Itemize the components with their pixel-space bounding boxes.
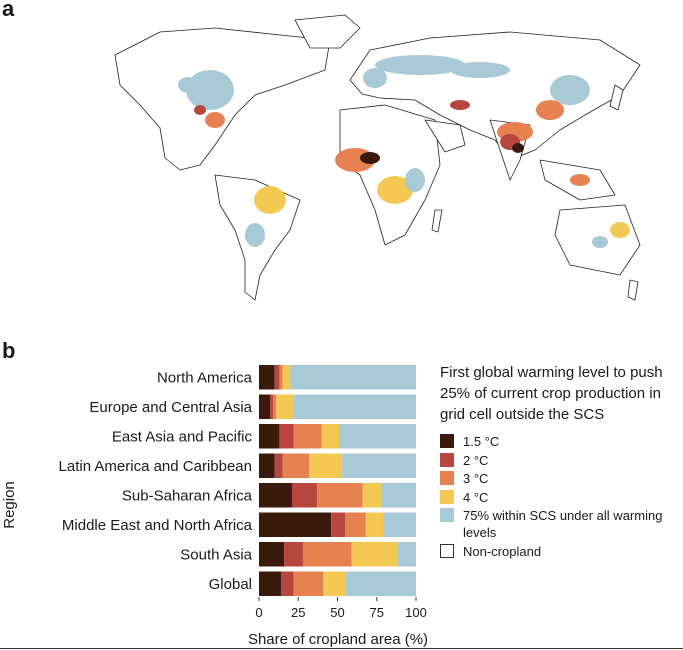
legend-label: 75% within SCS under all warming levels	[463, 508, 663, 540]
bar-segment-3-4	[342, 453, 416, 478]
legend-swatch	[440, 543, 454, 558]
bar-segment-4-1	[291, 483, 318, 508]
legend-item: 4 °C	[440, 489, 680, 506]
legend-swatch	[440, 434, 454, 448]
bar-segment-0-4	[290, 365, 416, 390]
x-tick-label: 75	[370, 605, 384, 620]
legend-items: 1.5 °C 2 °C 3 °C 4 °C 75% within SCS under a…	[440, 433, 680, 560]
cropland-patches	[178, 55, 630, 248]
bar-segment-2-1	[279, 424, 294, 449]
bar-segment-6-4	[397, 542, 416, 567]
bar-segment-1-3	[276, 394, 294, 419]
category-label: North America	[157, 369, 253, 386]
bar-segment-7-4	[345, 571, 416, 596]
world-cropland-map	[114, 14, 641, 301]
bar-segment-5-1	[331, 512, 346, 537]
bar-segment-4-3	[362, 483, 382, 508]
bar-segment-1-2	[273, 394, 277, 419]
bar-segment-6-1	[284, 542, 303, 567]
japan-outline	[609, 84, 624, 111]
category-label: Middle East and North Africa	[62, 517, 253, 534]
category-label: South Asia	[180, 546, 252, 563]
x-tick-label: 25	[291, 605, 305, 620]
madagascar-outline	[431, 209, 443, 233]
bar-segment-2-2	[293, 424, 322, 449]
bar-segment-5-0	[259, 512, 332, 537]
bar-segment-3-2	[282, 453, 310, 478]
bar-segment-5-3	[365, 512, 384, 537]
legend-label: 3 °C	[463, 471, 489, 486]
legend: First global warming level to push 25% o…	[440, 362, 680, 561]
bar-segment-0-3	[282, 365, 291, 390]
legend-item: 1.5 °C	[440, 433, 680, 450]
bar-segment-3-3	[309, 453, 343, 478]
category-label: Latin America and Caribbean	[59, 458, 252, 475]
legend-label: 2 °C	[463, 452, 489, 468]
bar-segment-7-0	[259, 571, 281, 596]
bar-segment-1-0	[259, 394, 270, 419]
category-label: Global	[209, 576, 252, 593]
bar-segment-6-2	[302, 542, 352, 567]
bar-segment-5-4	[383, 512, 416, 537]
panel-a-label: a	[2, 0, 15, 21]
category-label: Europe and Central Asia	[89, 399, 252, 416]
category-label: Sub-Saharan Africa	[122, 487, 253, 504]
legend-item: Non-cropland	[440, 543, 680, 560]
bar-segment-1-1	[269, 394, 274, 419]
greenland-outline	[294, 14, 361, 49]
stacked-bar-chart: North America Europe and Central Asia East…	[1, 365, 428, 648]
bar-segment-0-0	[259, 365, 275, 390]
bar-segment-4-2	[317, 483, 363, 508]
y-axis-label: Region	[1, 481, 18, 529]
bar-segment-3-0	[259, 453, 275, 478]
legend-swatch	[440, 471, 454, 485]
legend-title: First global warming level to push 25% o…	[440, 364, 663, 423]
bar-segment-2-4	[339, 424, 416, 449]
africa-outline	[339, 104, 441, 246]
bar-segment-3-1	[274, 453, 283, 478]
bar-segment-7-3	[323, 571, 346, 596]
legend-label: Non-cropland	[463, 543, 542, 559]
legend-swatch	[440, 489, 454, 504]
legend-swatch	[440, 452, 454, 467]
x-axis-label: Share of cropland area (%)	[248, 631, 428, 648]
arabia-outline	[424, 119, 466, 153]
bar-segment-7-1	[280, 571, 294, 596]
legend-item: 2 °C	[440, 452, 680, 469]
bar-segment-6-3	[351, 542, 398, 567]
bar-segment-2-0	[259, 424, 280, 449]
new-zealand-outline	[627, 279, 639, 301]
bar-segment-0-1	[274, 365, 280, 390]
bar-segment-1-4	[293, 394, 416, 419]
category-label: East Asia and Pacific	[112, 428, 253, 445]
bottom-rule	[0, 648, 683, 649]
legend-swatch	[440, 508, 454, 522]
legend-label: 4 °C	[463, 489, 489, 505]
bar-segment-6-0	[259, 542, 285, 567]
bar-segment-5-2	[345, 512, 366, 537]
bar-segment-2-3	[321, 424, 340, 449]
bar-segment-7-2	[293, 571, 324, 596]
bar-segment-4-0	[259, 483, 292, 508]
panel-b-label: b	[2, 338, 16, 363]
x-tick-label: 0	[255, 605, 262, 620]
legend-item: 75% within SCS under all warming levels	[440, 507, 680, 541]
x-tick-label: 100	[405, 605, 427, 620]
bar-segment-4-4	[381, 483, 416, 508]
x-tick-label: 50	[330, 605, 344, 620]
bar-segment-0-2	[279, 365, 283, 390]
legend-label: 1.5 °C	[463, 434, 500, 449]
legend-item: 3 °C	[440, 470, 680, 487]
